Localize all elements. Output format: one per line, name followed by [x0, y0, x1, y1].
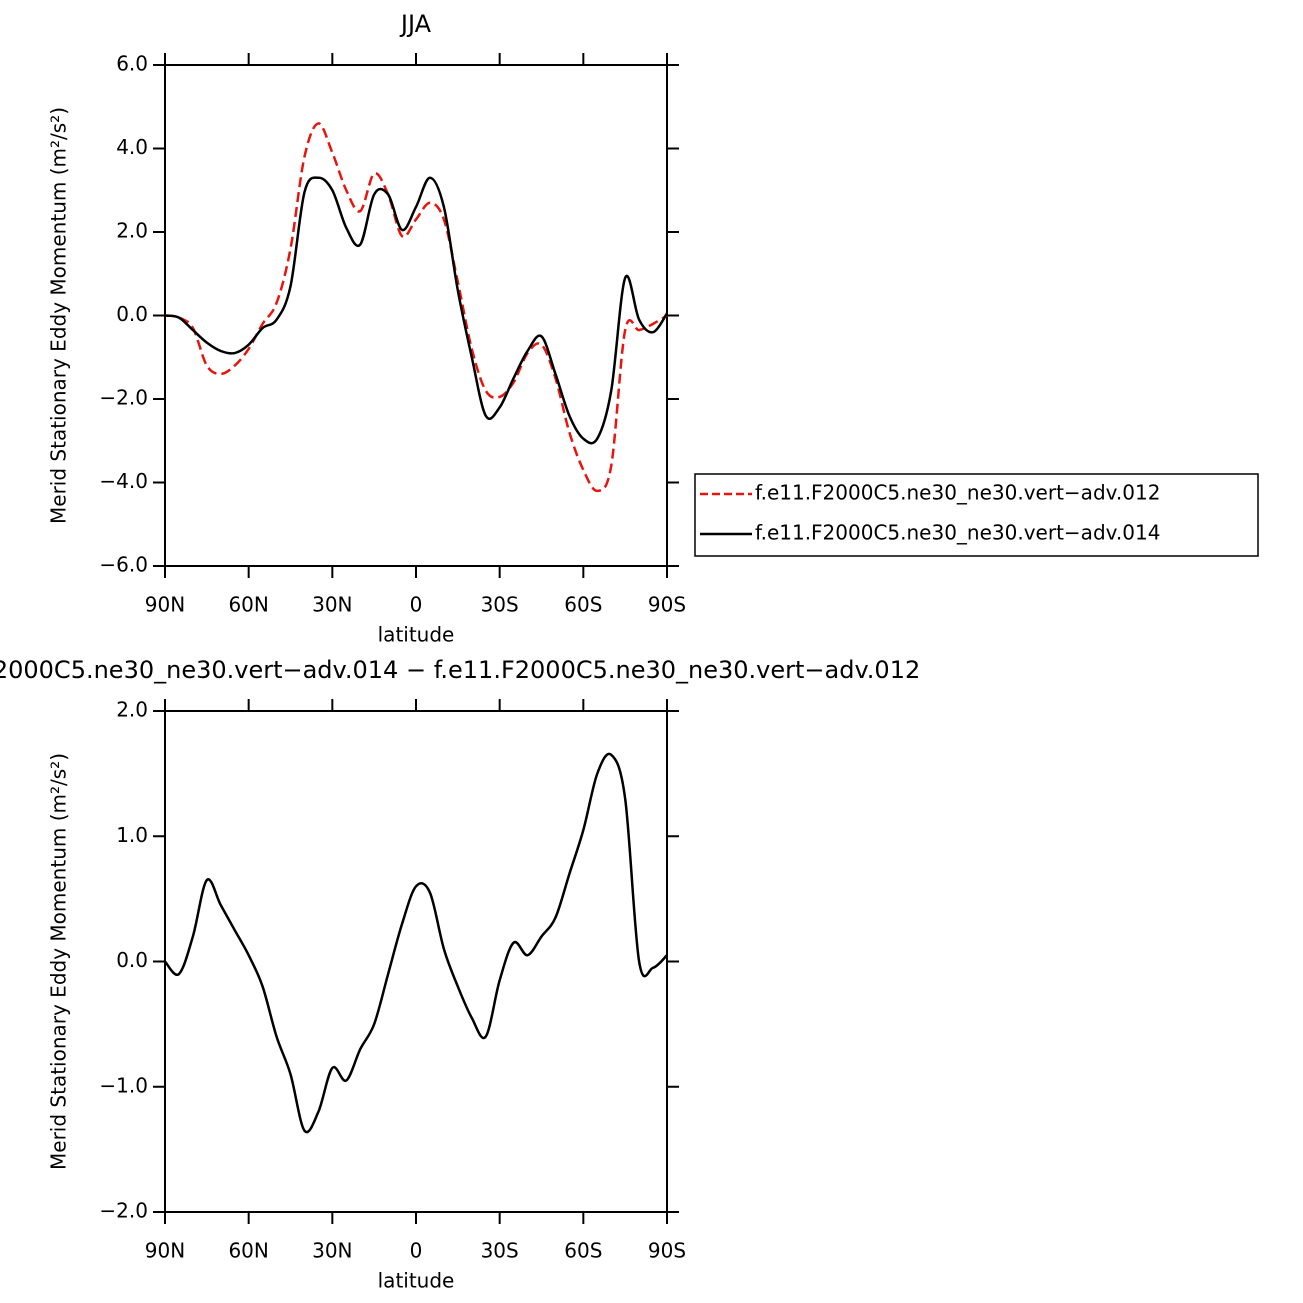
- x-tick-label: 90S: [648, 593, 686, 617]
- x-tick-label: 60N: [228, 593, 268, 617]
- x-tick-label: 0: [410, 1239, 423, 1263]
- y-tick-label: 2.0: [116, 698, 148, 722]
- y-axis-label: Merid Stationary Eddy Momentum (m²/s²): [47, 107, 71, 524]
- x-tick-label: 30S: [481, 593, 519, 617]
- y-tick-label: 4.0: [116, 135, 148, 159]
- x-tick-label: 30N: [312, 593, 352, 617]
- y-tick-label: −4.0: [99, 469, 148, 493]
- data-line: [164, 176, 669, 445]
- x-tick-label: 30N: [312, 1239, 352, 1263]
- legend-label: f.e11.F2000C5.ne30_ne30.vert−adv.012: [755, 481, 1160, 505]
- y-tick-label: −1.0: [99, 1073, 148, 1097]
- y-tick-label: −2.0: [99, 1199, 148, 1223]
- y-tick-label: 1.0: [116, 823, 148, 847]
- x-tick-label: 60N: [228, 1239, 268, 1263]
- data-line: [164, 752, 668, 1134]
- x-tick-label: 90N: [145, 593, 185, 617]
- plot-frame: [164, 710, 668, 1213]
- x-tick-label: 60S: [564, 1239, 602, 1263]
- chart-title: f.e11.F2000C5.ne30_ne30.vert−adv.014 − f…: [0, 656, 920, 684]
- plot-frame: [164, 64, 668, 567]
- y-tick-label: 0.0: [116, 948, 148, 972]
- y-tick-label: 2.0: [116, 219, 148, 243]
- x-tick-label: 90N: [145, 1239, 185, 1263]
- x-tick-label: 30S: [481, 1239, 519, 1263]
- data-line: [164, 122, 668, 493]
- x-tick-label: 0: [410, 593, 423, 617]
- x-axis-label: latitude: [378, 623, 455, 647]
- y-tick-label: 0.0: [116, 302, 148, 326]
- chart-title: JJA: [399, 10, 432, 38]
- x-tick-label: 60S: [564, 593, 602, 617]
- y-axis-label: Merid Stationary Eddy Momentum (m²/s²): [47, 753, 71, 1170]
- y-tick-label: −2.0: [99, 386, 148, 410]
- x-tick-label: 90S: [648, 1239, 686, 1263]
- x-axis-label: latitude: [378, 1269, 455, 1293]
- legend-label: f.e11.F2000C5.ne30_ne30.vert−adv.014: [755, 521, 1160, 545]
- y-tick-label: 6.0: [116, 52, 148, 76]
- y-tick-label: −6.0: [99, 553, 148, 577]
- legend-box: [694, 473, 1259, 557]
